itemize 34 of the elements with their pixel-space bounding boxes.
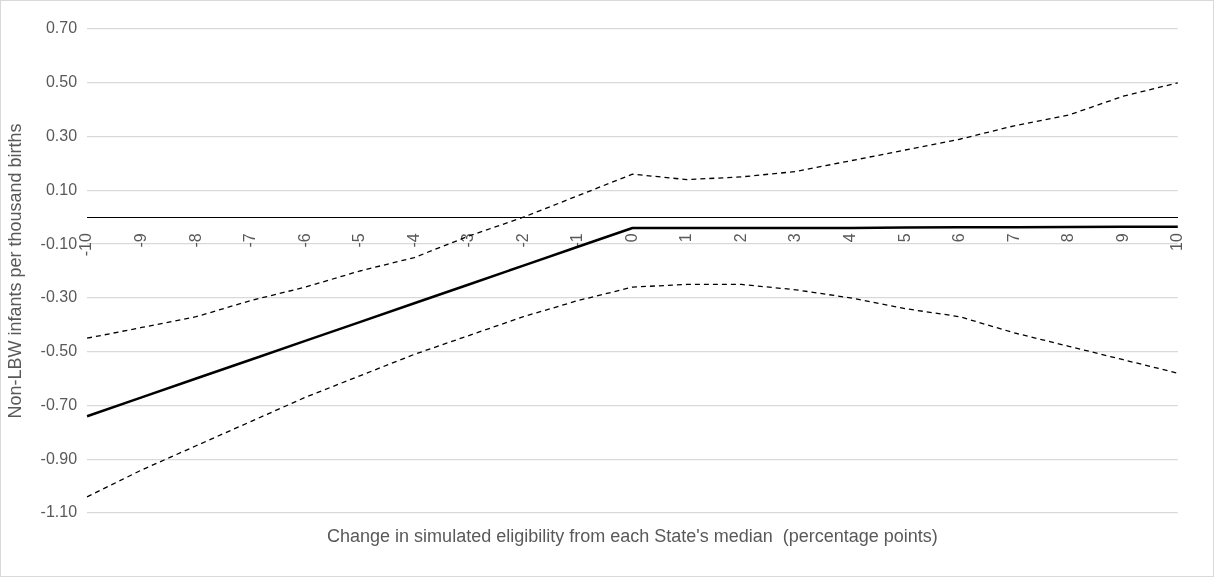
y-tick-label: -0.90 — [40, 449, 78, 467]
x-tick-label: -9 — [132, 233, 150, 248]
x-tick-label: 1 — [677, 233, 695, 243]
x-tick-label: 0 — [622, 233, 640, 243]
x-tick-label: -2 — [513, 233, 531, 248]
x-tick-label: 8 — [1059, 233, 1077, 243]
x-tick-label: 9 — [1113, 233, 1131, 243]
y-tick-label: -0.50 — [40, 342, 78, 360]
x-tick-label: -10 — [77, 233, 95, 257]
x-tick-label: 5 — [895, 233, 913, 243]
x-tick-label: 10 — [1168, 233, 1186, 252]
line-series — [86, 283, 1179, 498]
y-tick-label: 0.70 — [45, 19, 78, 37]
x-tick-label: 4 — [840, 233, 858, 243]
y-axis-title: Non-LBW infants per thousand births — [4, 123, 25, 419]
y-tick-label: -1.10 — [40, 503, 78, 521]
y-tick-label: 0.10 — [45, 180, 78, 198]
y-tick-label: -0.30 — [40, 288, 78, 306]
x-tick-label: 6 — [950, 233, 968, 243]
x-tick-label: -8 — [186, 233, 204, 248]
x-tick-label: 3 — [786, 233, 804, 243]
x-tick-label: 7 — [1004, 233, 1022, 243]
y-tick-label: -0.70 — [40, 395, 78, 413]
x-tick-label: -5 — [350, 233, 368, 248]
x-axis-title: Change in simulated eligibility from each State's median (percentage points) — [327, 525, 938, 546]
y-tick-label: 0.30 — [45, 126, 78, 144]
x-tick-label: -4 — [404, 233, 422, 248]
x-tick-label: -1 — [568, 233, 586, 248]
x-tick-label: -7 — [241, 233, 259, 248]
x-tick-label: -3 — [459, 233, 477, 248]
x-tick-label: -6 — [295, 233, 313, 248]
y-tick-label: 0.50 — [45, 73, 78, 91]
x-tick-label: 2 — [731, 233, 749, 243]
y-tick-label: -0.10 — [40, 234, 78, 252]
